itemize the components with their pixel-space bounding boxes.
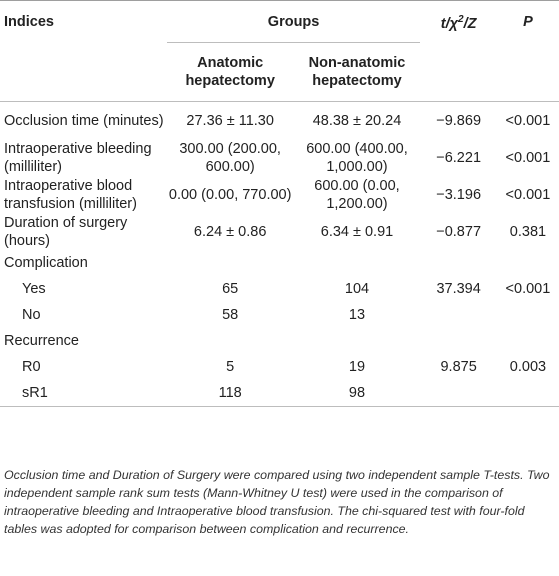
- table-row: Yes 65 104 37.394 <0.001: [0, 276, 559, 302]
- stat-value: −3.196: [436, 186, 482, 203]
- non-anatomic-value: 98: [293, 380, 421, 407]
- anatomic-header: Anatomic hepatectomy: [166, 42, 294, 102]
- anatomic-value: 300.00 (200.00, 600.00): [179, 140, 281, 175]
- anatomic-value: 5: [226, 359, 235, 375]
- table-footnote: Occlusion time and Duration of Surgery w…: [4, 468, 550, 536]
- stat-value: −0.877: [436, 223, 482, 240]
- non-anatomic-value: 48.38 ± 20.24: [312, 112, 402, 129]
- anatomic-value: 65: [222, 281, 239, 297]
- table-row: Occlusion time (minutes) 27.36 ± 11.30 4…: [0, 102, 559, 140]
- anatomic-value: 58: [222, 307, 239, 323]
- p-value: <0.001: [505, 149, 551, 166]
- p-value: 0.381: [509, 223, 547, 240]
- section-row: Recurrence: [0, 328, 559, 354]
- p-value: <0.001: [505, 281, 551, 297]
- table-row: Duration of surgery (hours) 6.24 ± 0.86 …: [0, 213, 559, 250]
- stat-value: −9.869: [436, 112, 482, 129]
- anatomic-value: 27.36 ± 11.30: [186, 112, 274, 129]
- p-header: P: [496, 0, 559, 43]
- p-value: <0.001: [505, 186, 551, 203]
- anatomic-value: 6.24 ± 0.86: [193, 223, 267, 240]
- table-row: R0 5 19 9.875 0.003: [0, 354, 559, 380]
- row-label: sR1: [0, 380, 167, 407]
- indices-header: Indices: [0, 0, 167, 43]
- anatomic-value: 0.00 (0.00, 770.00): [168, 186, 292, 203]
- table-row: sR1 118 98: [0, 380, 559, 407]
- non-anatomic-value: 104: [344, 281, 370, 297]
- anatomic-value: 118: [166, 380, 294, 407]
- recurrence-label: Recurrence: [4, 333, 79, 349]
- row-label: Occlusion time (minutes): [4, 112, 164, 129]
- stat-value: −6.221: [436, 149, 482, 166]
- groups-header: Groups: [166, 0, 421, 43]
- row-label: No: [22, 307, 41, 323]
- complication-label: Complication: [4, 255, 88, 271]
- stat-header: t/χ2/Z: [420, 0, 497, 43]
- row-label: Duration of surgery (hours): [4, 214, 128, 249]
- non-anatomic-value: 6.34 ± 0.91: [320, 223, 394, 240]
- row-label: Yes: [22, 281, 46, 297]
- stat-value: 37.394: [436, 281, 481, 297]
- row-label: Intraoperative bleeding (milliliter): [4, 140, 152, 175]
- p-value: <0.001: [505, 112, 551, 129]
- table-row: No 58 13: [0, 302, 559, 328]
- stat-value: 9.875: [440, 359, 477, 375]
- p-value: 0.003: [509, 359, 547, 375]
- section-row: Complication: [0, 250, 559, 276]
- non-anatomic-value: 600.00 (400.00, 1,000.00): [306, 140, 408, 175]
- table-row: Intraoperative blood transfusion (millil…: [0, 176, 559, 213]
- non-anatomic-value: 600.00 (0.00, 1,200.00): [314, 177, 400, 212]
- row-label: Intraoperative blood transfusion (millil…: [4, 177, 137, 212]
- table-row: Intraoperative bleeding (milliliter) 300…: [0, 139, 559, 176]
- non-anatomic-value: 13: [348, 307, 366, 323]
- row-label: R0: [22, 359, 41, 375]
- non-anatomic-value: 19: [348, 359, 366, 375]
- non-anatomic-header: Non-anatomic hepatectomy: [293, 42, 421, 102]
- results-table: Indices Groups t/χ2/Z P Anatomic hepatec…: [0, 0, 559, 407]
